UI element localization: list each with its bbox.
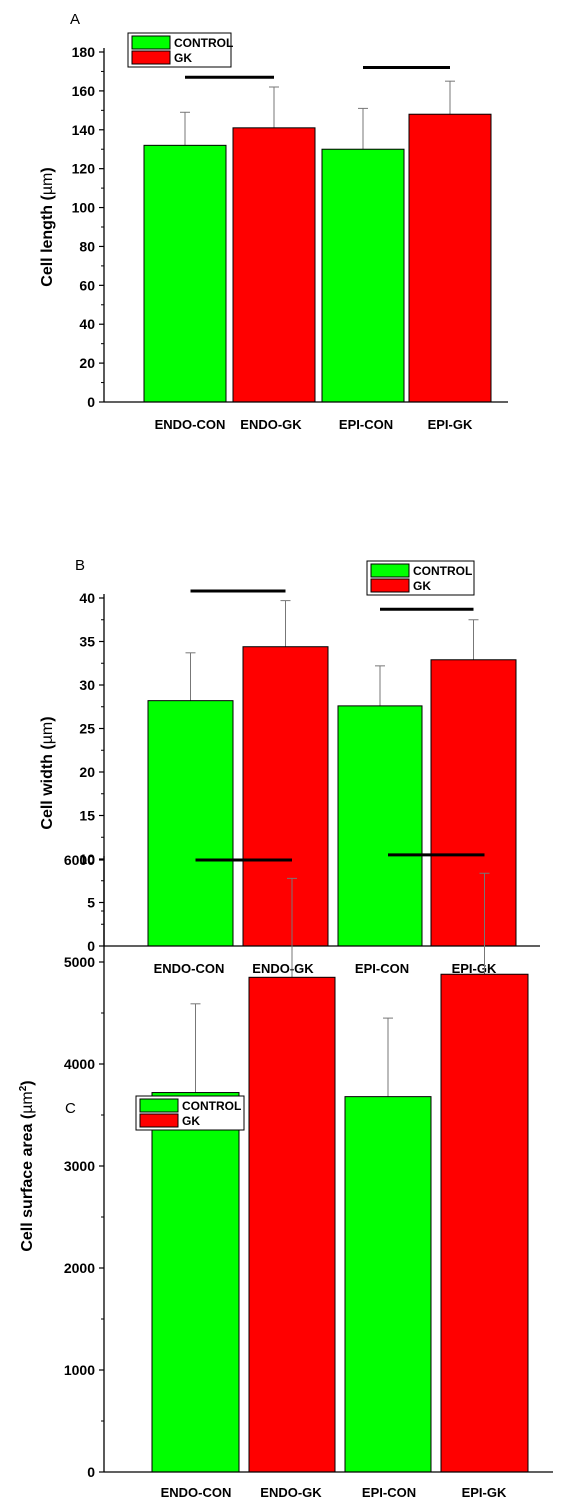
panel-a-y-tick-label-0: 0 — [87, 394, 95, 410]
panel-a-legend-label-gk: GK — [174, 51, 192, 65]
panel-a-panel-label: A — [70, 11, 80, 28]
panel-b-x-tick-label-1: ENDO-GK — [252, 961, 314, 976]
panel-a-legend-swatch-gk — [131, 50, 171, 65]
panel-b-y-tick-label-8: 40 — [79, 590, 95, 606]
panel-b-legend-label-control: CONTROL — [413, 564, 472, 578]
panel-c-y-tick-label-2: 2000 — [64, 1260, 95, 1276]
panel-b-y-tick-label-4: 20 — [79, 764, 95, 780]
panel-c-y-tick-label-3: 3000 — [64, 1158, 95, 1174]
panel-a-x-tick-label-3: EPI-GK — [428, 417, 473, 432]
panel-b-bar-endo-con — [147, 700, 234, 947]
panel-b-y-tick-label-3: 15 — [79, 808, 95, 824]
panel-b-legend-swatch-gk — [370, 578, 410, 593]
panel-b-legend-label-gk: GK — [413, 579, 431, 593]
panel-a-bar-epi-con — [321, 148, 405, 403]
panel-a-x-tick-label-0: ENDO-CON — [155, 417, 226, 432]
panel-b-y-axis-label: Cell width (µm) — [39, 716, 56, 829]
panel-c-x-tick-label-1: ENDO-GK — [260, 1485, 322, 1500]
panel-b-bar-epi-con — [337, 705, 423, 947]
panel-c-bar-epi-gk — [440, 973, 529, 1473]
panel-c-x-tick-label-3: EPI-GK — [462, 1485, 507, 1500]
panel-c-legend-swatch-gk — [139, 1113, 179, 1128]
panel-b-y-tick-label-1: 5 — [87, 895, 95, 911]
panel-a-bar-endo-gk — [232, 127, 316, 403]
panel-c-y-axis-label: Cell surface area (µm2) — [18, 1080, 36, 1251]
panel-a-y-axis-label: Cell length (µm) — [39, 167, 56, 286]
panel-c-y-tick-label-1: 1000 — [64, 1362, 95, 1378]
panel-a-x-tick-label-1: ENDO-GK — [240, 417, 302, 432]
panel-a-y-tick-label-6: 120 — [72, 161, 96, 177]
panel-b-bar-epi-gk — [430, 659, 517, 947]
panel-b-panel-label: B — [75, 557, 85, 574]
panel-a-x-tick-label-2: EPI-CON — [339, 417, 393, 432]
panel-a-y-tick-label-5: 100 — [72, 200, 96, 216]
panel-c-bar-endo-gk — [248, 976, 336, 1473]
panel-b-y-tick-label-7: 35 — [79, 634, 95, 650]
panel-c-y-tick-label-4: 4000 — [64, 1056, 95, 1072]
panel-c-y-tick-label-5: 5000 — [64, 954, 95, 970]
panel-b-y-tick-label-5: 25 — [79, 721, 95, 737]
panel-a-bar-epi-gk — [408, 113, 492, 403]
panel-b-x-tick-label-3: EPI-GK — [452, 961, 497, 976]
panel-c-panel-label: C — [65, 1100, 76, 1117]
panel-b-x-tick-label-0: ENDO-CON — [154, 961, 225, 976]
panel-c-y-tick-label-0: 0 — [87, 1464, 95, 1480]
panel-b-y-tick-label-0: 0 — [87, 938, 95, 954]
panel-c-x-tick-label-0: ENDO-CON — [161, 1485, 232, 1500]
panel-a-y-tick-label-9: 180 — [72, 44, 96, 60]
panel-a-y-tick-label-2: 40 — [79, 316, 95, 332]
panel-a-y-tick-label-7: 140 — [72, 122, 96, 138]
panel-c-x-tick-label-2: EPI-CON — [362, 1485, 416, 1500]
panel-c-y-tick-label-6: 6000 — [64, 852, 95, 868]
panel-c-legend-label-control: CONTROL — [182, 1099, 241, 1113]
panel-b-bar-endo-gk — [242, 646, 329, 947]
panel-a-bar-endo-con — [143, 144, 227, 403]
panel-b-legend-swatch-control — [370, 563, 410, 578]
panel-c-legend-label-gk: GK — [182, 1114, 200, 1128]
panel-a-y-tick-label-1: 20 — [79, 355, 95, 371]
panel-a-y-tick-label-4: 80 — [79, 238, 95, 254]
panel-a-legend-swatch-control — [131, 35, 171, 50]
panel-c-legend-swatch-control — [139, 1098, 179, 1113]
panel-c-bar-epi-con — [344, 1096, 432, 1473]
panel-a-y-tick-label-8: 160 — [72, 83, 96, 99]
panel-c-bar-endo-con — [151, 1092, 240, 1473]
panel-b-y-tick-label-2: 10 — [79, 851, 95, 867]
panel-a-y-tick-label-3: 60 — [79, 277, 95, 293]
panel-a-legend-label-control: CONTROL — [174, 36, 233, 50]
panel-b-y-tick-label-6: 30 — [79, 677, 95, 693]
panel-b-x-tick-label-2: EPI-CON — [355, 961, 409, 976]
